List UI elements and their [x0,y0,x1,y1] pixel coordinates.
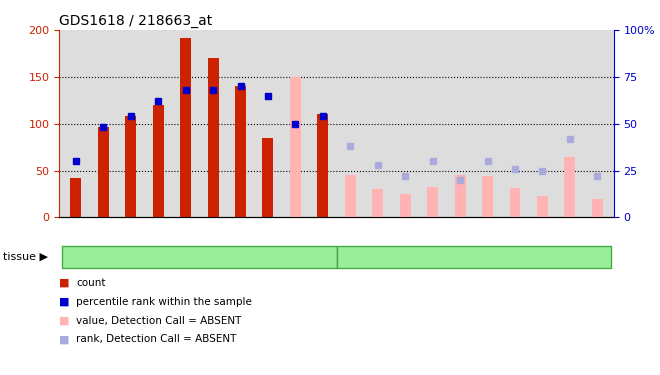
Text: tonsil: tonsil [182,251,216,263]
Bar [400,194,411,217]
Text: count: count [76,278,106,288]
Text: percentile rank within the sample: percentile rank within the sample [76,297,251,307]
Bar [152,105,164,218]
Bar [537,196,548,217]
Bar [345,175,356,217]
Text: GDS1618 / 218663_at: GDS1618 / 218663_at [59,13,213,28]
Text: tissue ▶: tissue ▶ [3,252,48,262]
Text: ■: ■ [59,334,70,344]
Text: ■: ■ [59,297,70,307]
Bar [455,175,465,217]
Bar [235,86,246,218]
Text: ■: ■ [59,316,70,326]
Bar [290,77,301,218]
Bar [71,178,81,218]
Bar [263,138,273,218]
Bar [317,114,329,218]
Bar [564,157,576,218]
Bar [180,38,191,218]
Text: lymph node: lymph node [437,251,511,263]
Text: value, Detection Call = ABSENT: value, Detection Call = ABSENT [76,316,242,326]
Text: rank, Detection Call = ABSENT: rank, Detection Call = ABSENT [76,334,236,344]
Bar [372,189,383,217]
Bar [208,58,218,217]
Text: ■: ■ [59,278,70,288]
Bar [98,127,109,218]
Bar [125,116,136,218]
Bar [427,188,438,218]
Bar [482,176,493,218]
Bar [592,199,603,217]
Bar [510,188,521,218]
